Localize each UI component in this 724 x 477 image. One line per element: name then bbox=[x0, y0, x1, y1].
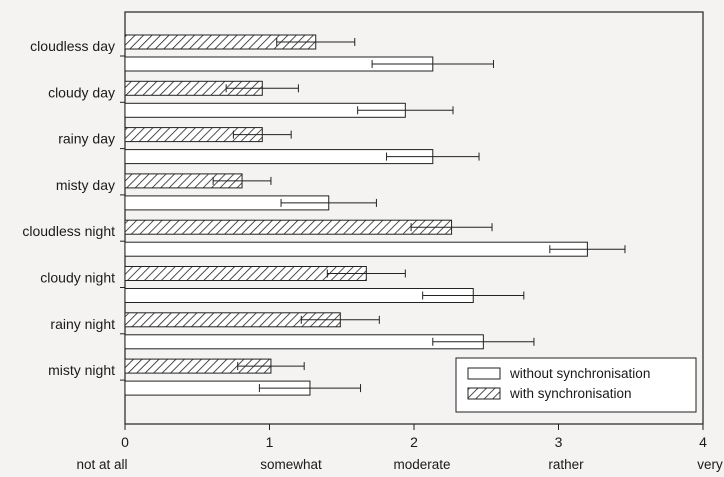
category-label: cloudless day bbox=[30, 38, 115, 54]
scale-label: very bbox=[697, 457, 723, 472]
category-label: cloudless night bbox=[22, 223, 115, 239]
errorbar-without-sync-rainy-day bbox=[386, 152, 480, 161]
errorbar-without-sync-cloudy-day bbox=[357, 106, 454, 115]
x-tick-label: 2 bbox=[410, 434, 418, 450]
legend-swatch bbox=[467, 367, 501, 380]
x-tick-label: 3 bbox=[555, 434, 563, 450]
errorbar-without-sync-rainy-night bbox=[432, 337, 535, 346]
errorbar-without-sync-cloudy-night bbox=[422, 291, 525, 300]
bar-without-sync-rainy-night bbox=[124, 334, 484, 350]
errorbar-without-sync-cloudless-day bbox=[371, 60, 494, 68]
scale-label: not at all bbox=[76, 457, 127, 472]
errorbar-without-sync-cloudless-night bbox=[549, 245, 626, 254]
errorbar-with-sync-misty-night bbox=[237, 362, 305, 371]
errorbar-with-sync-cloudless-night bbox=[410, 223, 493, 232]
legend-label: without synchronisation bbox=[509, 366, 650, 381]
bars-layer bbox=[124, 34, 626, 396]
errorbar-without-sync-misty-day bbox=[280, 198, 377, 207]
labels-layer: cloudless day cloudy day rainy day misty da… bbox=[22, 38, 115, 378]
x-axis: 0 1 2 3 4 not at all somewhat moderate rather ver… bbox=[76, 55, 723, 472]
x-tick-label: 4 bbox=[699, 434, 707, 450]
x-tick-label: 0 bbox=[121, 434, 129, 450]
category-label: cloudy day bbox=[48, 84, 115, 100]
errorbar-with-sync-rainy-day bbox=[232, 130, 292, 139]
category-label: misty night bbox=[48, 362, 115, 378]
legend-swatch bbox=[467, 387, 501, 400]
errorbar-with-sync-rainy-night bbox=[300, 315, 380, 324]
bar-without-sync-cloudless-night bbox=[124, 241, 588, 257]
category-label: rainy day bbox=[58, 131, 115, 147]
errorbar-with-sync-misty-day bbox=[212, 176, 272, 185]
category-label: misty day bbox=[56, 177, 115, 193]
scale-label: rather bbox=[548, 457, 584, 472]
errorbar-with-sync-cloudy-day bbox=[225, 84, 299, 93]
errorbar-without-sync-misty-night bbox=[258, 384, 362, 393]
scale-label: somewhat bbox=[260, 457, 322, 472]
legend-label: with synchronisation bbox=[509, 386, 632, 401]
category-label: cloudy night bbox=[40, 270, 115, 286]
bar-with-sync-cloudless-night bbox=[124, 219, 453, 235]
legend: without synchronisation with synchronisat… bbox=[455, 357, 697, 413]
legend-box bbox=[455, 357, 697, 413]
errorbar-with-sync-cloudless-day bbox=[276, 38, 356, 46]
x-tick-label: 1 bbox=[266, 434, 274, 450]
category-label: rainy night bbox=[50, 316, 115, 332]
bar-without-sync-cloudy-night bbox=[124, 288, 474, 303]
errorbar-with-sync-cloudy-night bbox=[326, 269, 406, 278]
scale-label: moderate bbox=[393, 457, 450, 472]
